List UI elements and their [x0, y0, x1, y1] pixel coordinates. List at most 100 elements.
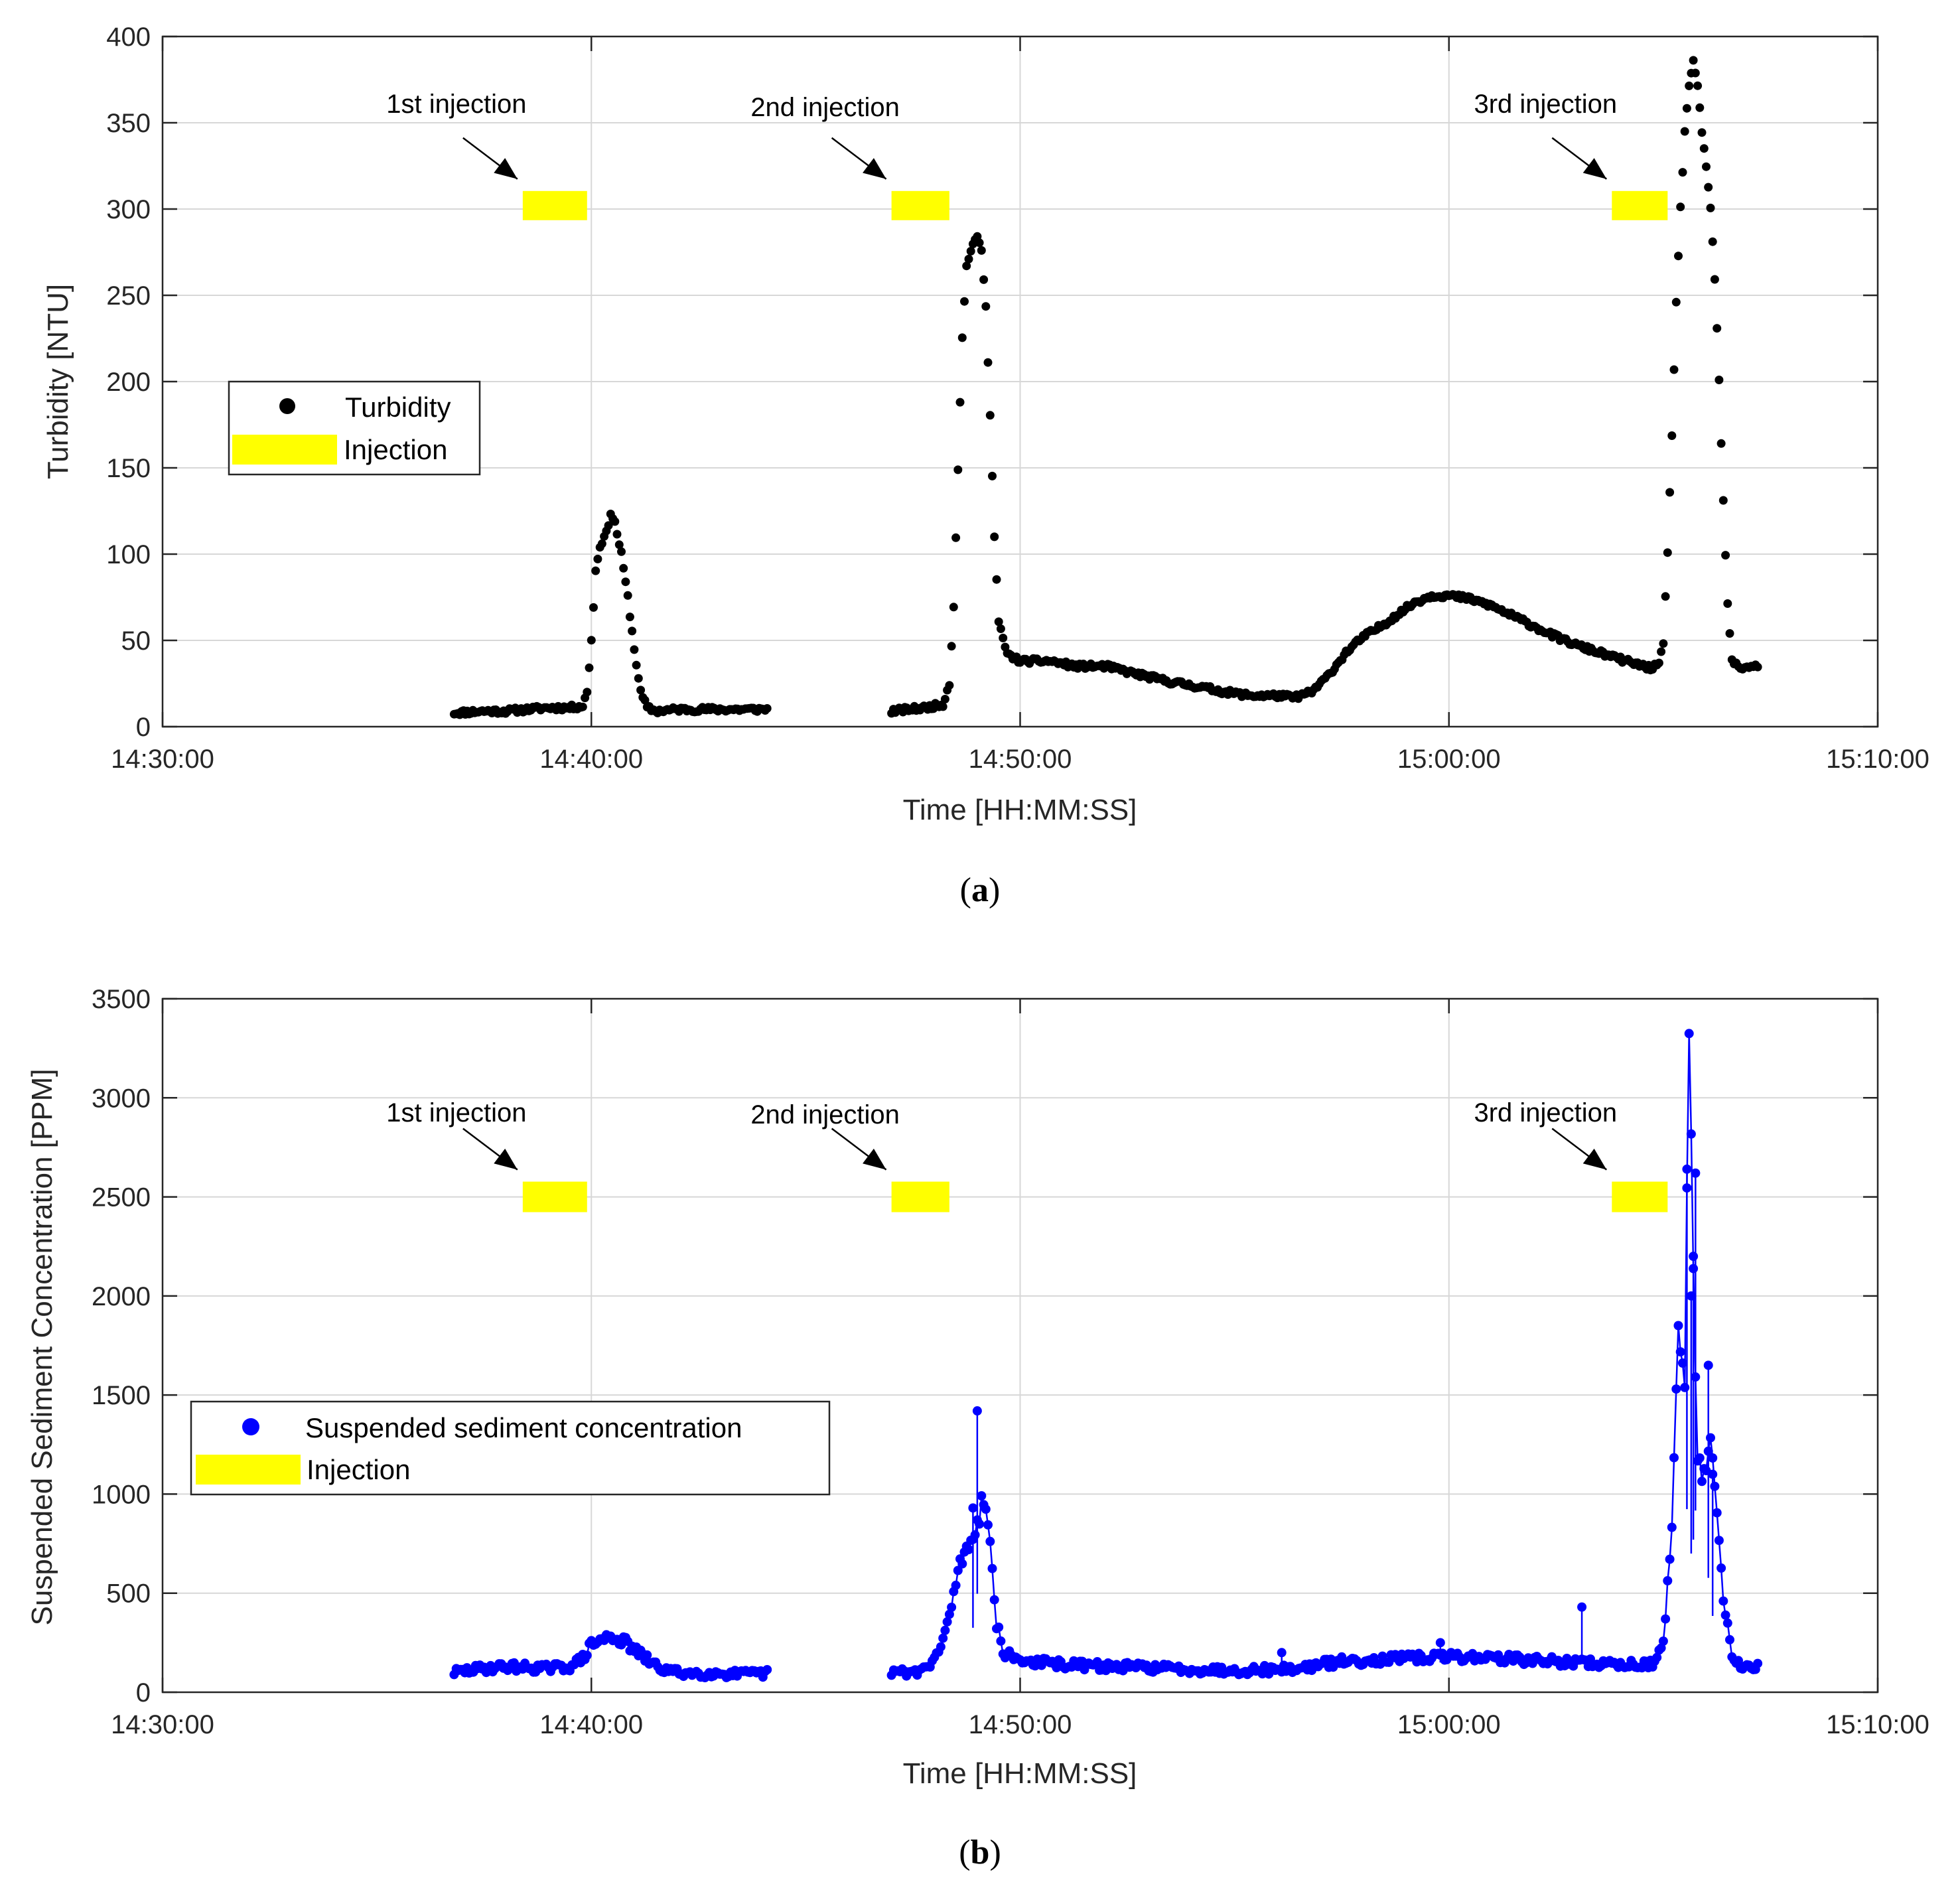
chart-a-x-tick-label: 15:10:00 — [1826, 745, 1929, 774]
chart-a-data-point — [1713, 324, 1722, 333]
chart-b-data-point — [642, 1650, 652, 1660]
chart-a-data-point — [1721, 551, 1730, 560]
chart-a-data-point — [992, 575, 1001, 584]
chart-a-data-point — [628, 626, 637, 636]
chart-b-data-point — [940, 1625, 950, 1635]
chart-a-data-point — [585, 663, 594, 672]
chart-a-data-point — [1676, 202, 1685, 212]
chart-a-data-point — [955, 398, 965, 407]
chart-a-data-point — [940, 695, 949, 703]
chart-b-injections: 1st injection 2nd injection 3rd injection — [386, 1098, 1668, 1212]
chart-b-ticks: 14:30:00 14:40:00 14:50:00 15:00:00 15:10:00… — [92, 985, 1929, 1739]
chart-a-data-point — [583, 688, 592, 697]
chart-b-panel-label: (b) — [959, 1834, 1001, 1871]
chart-b-legend: Suspended sediment concentration Injecti… — [190, 1400, 831, 1496]
chart-b-data-point — [1682, 1164, 1692, 1174]
chart-b-data-point — [972, 1406, 982, 1416]
chart-b-x-axis-label: Time [HH:MM:SS] — [903, 1757, 1137, 1790]
chart-a-grid — [163, 36, 1878, 727]
chart-b-data-point — [1667, 1522, 1677, 1532]
chart-a-ticks: 14:30:00 14:40:00 14:50:00 15:00:00 15:10:00… — [106, 23, 1929, 774]
chart-a-data-point — [964, 254, 973, 263]
chart-a-legend-turbidity-marker — [279, 398, 295, 414]
chart-b-data-point — [1663, 1576, 1673, 1585]
chart-a-legend-injection-swatch — [232, 435, 337, 465]
chart-b-injection-box — [1612, 1181, 1668, 1212]
chart-a-data-point — [945, 681, 954, 690]
chart-b-data-point — [1716, 1563, 1726, 1573]
chart-b-data-point — [1577, 1602, 1587, 1612]
chart-b-data-point — [1658, 1636, 1668, 1646]
chart-b-data-point — [996, 1636, 1006, 1646]
chart-b-suspended-sediment: 14:30:00 14:40:00 14:50:00 15:00:00 15:10:00… — [26, 985, 1929, 1871]
chart-a-injection-label: 2nd injection — [750, 93, 900, 122]
chart-a-data-point — [1663, 548, 1672, 557]
chart-a-data-point — [1723, 599, 1732, 608]
chart-a-data-point — [1706, 203, 1715, 212]
chart-a-turbidity: 14:30:00 14:40:00 14:50:00 15:00:00 15:10:00… — [42, 23, 1929, 909]
chart-a-data-point — [1715, 376, 1724, 384]
chart-a-data-point — [1685, 81, 1694, 90]
chart-b-panel-letter: b — [971, 1834, 990, 1871]
chart-b-injection-box — [522, 1181, 587, 1212]
chart-b-x-tick-label: 15:10:00 — [1826, 1710, 1929, 1739]
chart-a-panel-label: (a) — [960, 871, 1001, 909]
chart-b-grid — [163, 999, 1878, 1692]
chart-a-data-point — [996, 624, 1005, 633]
chart-b-data-point — [1435, 1638, 1445, 1648]
chart-b-injection-label: 1st injection — [386, 1098, 526, 1127]
chart-a-data-point — [979, 275, 989, 284]
chart-a-data-point — [1680, 127, 1689, 136]
chart-a-x-tick-label: 14:30:00 — [111, 745, 214, 774]
chart-a-data-point — [981, 302, 991, 311]
chart-b-data-point — [1680, 1382, 1690, 1392]
chart-a-y-tick-label: 0 — [136, 713, 151, 742]
chart-b-y-tick-label: 1000 — [92, 1480, 151, 1509]
chart-b-data-point — [1673, 1321, 1683, 1331]
chart-b-x-tick-label: 14:30:00 — [111, 1710, 214, 1739]
chart-b-data-point — [1689, 1252, 1699, 1262]
chart-b-data-point — [1686, 1129, 1696, 1139]
chart-a-data-point — [593, 554, 602, 563]
chart-a-injection-box — [1612, 190, 1668, 220]
chart-b-y-tick-label: 1500 — [92, 1381, 151, 1410]
chart-a-data-point — [938, 702, 947, 711]
chart-b-data-point — [1734, 1656, 1743, 1666]
chart-b-y-tick-label: 2500 — [92, 1183, 151, 1212]
chart-a-injection-box — [522, 190, 587, 220]
chart-a-data-point — [1693, 81, 1703, 90]
chart-b-data-point — [1686, 1291, 1696, 1301]
chart-a-data-point — [612, 530, 622, 539]
chart-a-y-tick-label: 400 — [106, 23, 151, 52]
chart-a-data-point — [949, 603, 958, 612]
chart-a-data-point — [632, 660, 641, 670]
chart-a-data-point — [990, 532, 999, 542]
chart-b-data-point — [1725, 1634, 1734, 1644]
chart-a-y-tick-label: 200 — [106, 368, 151, 397]
chart-a-data-point — [1674, 252, 1683, 261]
chart-a-x-tick-label: 14:40:00 — [539, 745, 643, 774]
chart-b-legend-ssc-label: Suspended sediment concentration — [305, 1412, 742, 1443]
chart-a-data-point — [604, 521, 613, 530]
chart-a-data-point — [636, 686, 646, 695]
chart-b-data-point — [1706, 1433, 1715, 1443]
chart-b-y-tick-label: 3000 — [92, 1084, 151, 1113]
chart-b-injection-label: 3rd injection — [1474, 1098, 1617, 1127]
chart-a-data-point — [953, 465, 963, 474]
chart-b-data-point — [1661, 1614, 1671, 1624]
chart-b-data-point — [975, 1519, 985, 1529]
chart-a-data-point — [1753, 662, 1762, 672]
chart-a-data-point — [1725, 629, 1734, 638]
chart-b-data-point — [1753, 1658, 1763, 1668]
chart-b-injection-arrowhead — [863, 1148, 886, 1170]
chart-b-injection-box — [891, 1181, 949, 1212]
chart-a-data-point — [589, 603, 598, 612]
chart-a-data-point — [1669, 365, 1679, 374]
chart-a-legend: Turbidity Injection — [228, 380, 481, 476]
chart-a-data-point — [1678, 168, 1687, 177]
chart-a-x-axis-label: Time [HH:MM:SS] — [903, 794, 1137, 826]
chart-a-injections: 1st injection 2nd injection 3rd injection — [386, 90, 1668, 220]
chart-a-data-point — [1718, 496, 1728, 505]
chart-b-data-point — [1708, 1453, 1718, 1463]
